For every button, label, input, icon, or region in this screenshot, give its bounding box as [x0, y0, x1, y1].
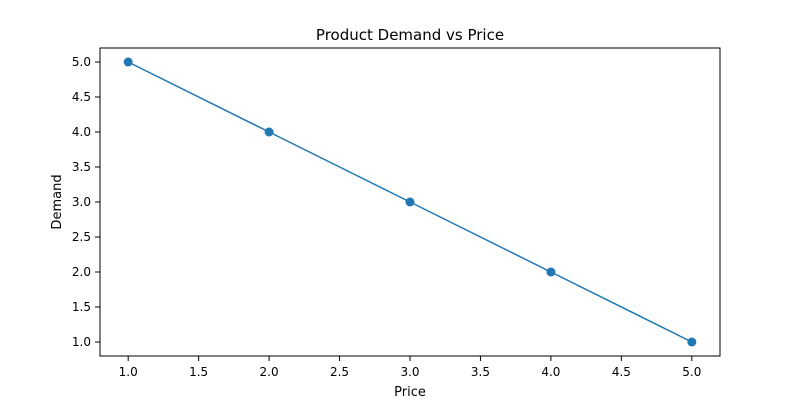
- x-tick-label: 4.5: [612, 365, 631, 379]
- x-axis-ticks: 1.0 1.5 2.0 2.5 3.0 3.5 4.0 4.5 5.0: [119, 356, 701, 379]
- demand-data-point: [687, 337, 697, 347]
- x-tick-label: 2.5: [330, 365, 349, 379]
- demand-data-point: [405, 197, 415, 207]
- demand-data-point: [546, 267, 556, 277]
- y-tick-label: 5.0: [72, 55, 91, 69]
- y-tick-label: 1.5: [72, 300, 91, 314]
- y-tick-label: 3.0: [72, 195, 91, 209]
- x-tick-label: 1.0: [119, 365, 138, 379]
- y-tick-label: 3.5: [72, 160, 91, 174]
- demand-data-point: [123, 57, 133, 67]
- y-tick-label: 1.0: [72, 335, 91, 349]
- series-layer: [123, 57, 697, 347]
- chart-title: Product Demand vs Price: [316, 26, 504, 44]
- x-tick-label: 1.5: [189, 365, 208, 379]
- y-axis-ticks: 1.0 1.5 2.0 2.5 3.0 3.5 4.0 4.5 5.0: [72, 55, 100, 349]
- demand-data-point: [264, 127, 274, 137]
- y-tick-label: 2.5: [72, 230, 91, 244]
- y-tick-label: 4.5: [72, 90, 91, 104]
- x-tick-label: 3.0: [400, 365, 419, 379]
- x-tick-label: 5.0: [682, 365, 701, 379]
- x-tick-label: 3.5: [471, 365, 490, 379]
- x-tick-label: 4.0: [541, 365, 560, 379]
- x-axis-label: Price: [394, 385, 426, 400]
- x-tick-label: 2.0: [260, 365, 279, 379]
- y-tick-label: 4.0: [72, 125, 91, 139]
- y-tick-label: 2.0: [72, 265, 91, 279]
- y-axis-label: Demand: [50, 174, 65, 229]
